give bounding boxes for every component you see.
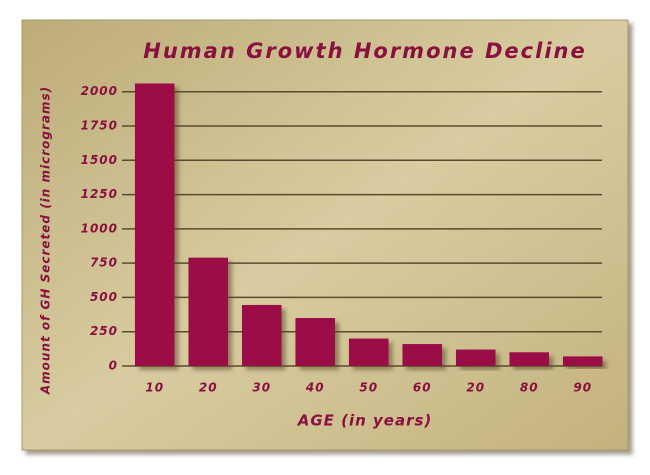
x-axis-title: AGE (in years) <box>297 412 433 430</box>
y-tick-label: 0 <box>109 359 118 373</box>
x-tick-label: 30 <box>252 381 271 395</box>
bar <box>295 318 336 366</box>
bar <box>455 349 496 366</box>
bar <box>509 352 550 366</box>
bar <box>402 344 443 366</box>
x-tick-label: 20 <box>466 381 485 395</box>
bar <box>562 356 603 366</box>
y-tick-label: 2000 <box>81 84 118 98</box>
y-tick-label: 1750 <box>81 119 118 133</box>
y-tick-label: 250 <box>90 324 118 338</box>
bar <box>348 338 389 366</box>
y-axis-title: Amount of GH Secreted (in micrograms) <box>39 86 53 395</box>
x-tick-label: 80 <box>520 381 539 395</box>
y-tick-label: 1500 <box>81 153 118 167</box>
bar <box>188 257 229 366</box>
x-tick-label: 40 <box>305 381 325 395</box>
bar <box>241 304 282 366</box>
x-tick-label: 20 <box>199 381 218 395</box>
y-tick-label: 1250 <box>81 187 118 201</box>
x-tick-label: 90 <box>573 381 592 395</box>
chart-title: Human Growth Hormone Decline <box>143 39 586 63</box>
x-tick-label: 60 <box>413 381 432 395</box>
x-tick-label: 10 <box>145 381 164 395</box>
x-tick-label: 50 <box>359 381 378 395</box>
y-tick-label: 500 <box>90 290 118 304</box>
y-tick-label: 750 <box>90 256 118 270</box>
bar <box>134 83 175 366</box>
y-tick-label: 1000 <box>81 221 118 235</box>
